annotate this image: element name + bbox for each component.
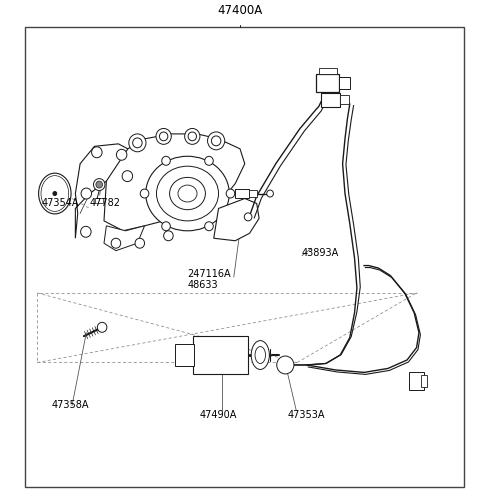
Circle shape [92,147,102,158]
Bar [340,95,349,104]
Circle shape [162,156,170,165]
Circle shape [277,356,294,374]
Ellipse shape [146,156,229,231]
Circle shape [156,128,171,144]
Bar [409,372,424,390]
Ellipse shape [255,347,265,364]
Circle shape [267,190,274,197]
Circle shape [94,179,105,191]
Ellipse shape [251,341,269,369]
Bar [175,344,194,366]
Text: 47490A: 47490A [199,409,237,420]
Bar [421,375,427,387]
Bar [193,337,248,374]
Ellipse shape [38,173,71,214]
Circle shape [185,128,200,144]
Bar [321,93,340,107]
Bar [316,74,339,92]
Bar [339,77,350,89]
Text: 47353A: 47353A [288,409,325,420]
Bar [249,190,257,197]
Circle shape [204,156,213,165]
Text: 47400A: 47400A [217,4,263,17]
Bar [96,199,103,204]
Circle shape [81,188,92,199]
Circle shape [129,134,146,152]
Ellipse shape [41,176,69,211]
Text: 47354A: 47354A [42,199,80,208]
Circle shape [132,138,142,148]
Circle shape [111,238,120,248]
Circle shape [164,231,173,241]
Polygon shape [104,226,144,250]
Polygon shape [75,144,135,238]
Circle shape [135,238,144,248]
Circle shape [162,222,170,231]
Circle shape [96,181,103,188]
Circle shape [53,192,57,196]
Circle shape [204,222,213,231]
Circle shape [211,136,221,146]
Circle shape [140,189,149,198]
Circle shape [81,226,91,237]
Text: 247116A: 247116A [188,269,231,279]
Ellipse shape [169,178,205,210]
Circle shape [116,149,127,160]
Circle shape [244,213,252,221]
Ellipse shape [178,185,197,202]
Circle shape [122,171,132,182]
Polygon shape [104,134,245,231]
Text: 47782: 47782 [90,199,120,208]
Circle shape [97,322,107,332]
Text: 47358A: 47358A [51,400,89,409]
Text: 48633: 48633 [188,281,218,290]
Circle shape [188,132,196,141]
Ellipse shape [156,166,218,221]
Circle shape [207,132,225,150]
Bar [319,68,337,74]
Polygon shape [214,199,259,241]
Circle shape [226,189,235,198]
Circle shape [159,132,168,141]
Bar [235,189,249,199]
Text: 43893A: 43893A [302,248,339,258]
